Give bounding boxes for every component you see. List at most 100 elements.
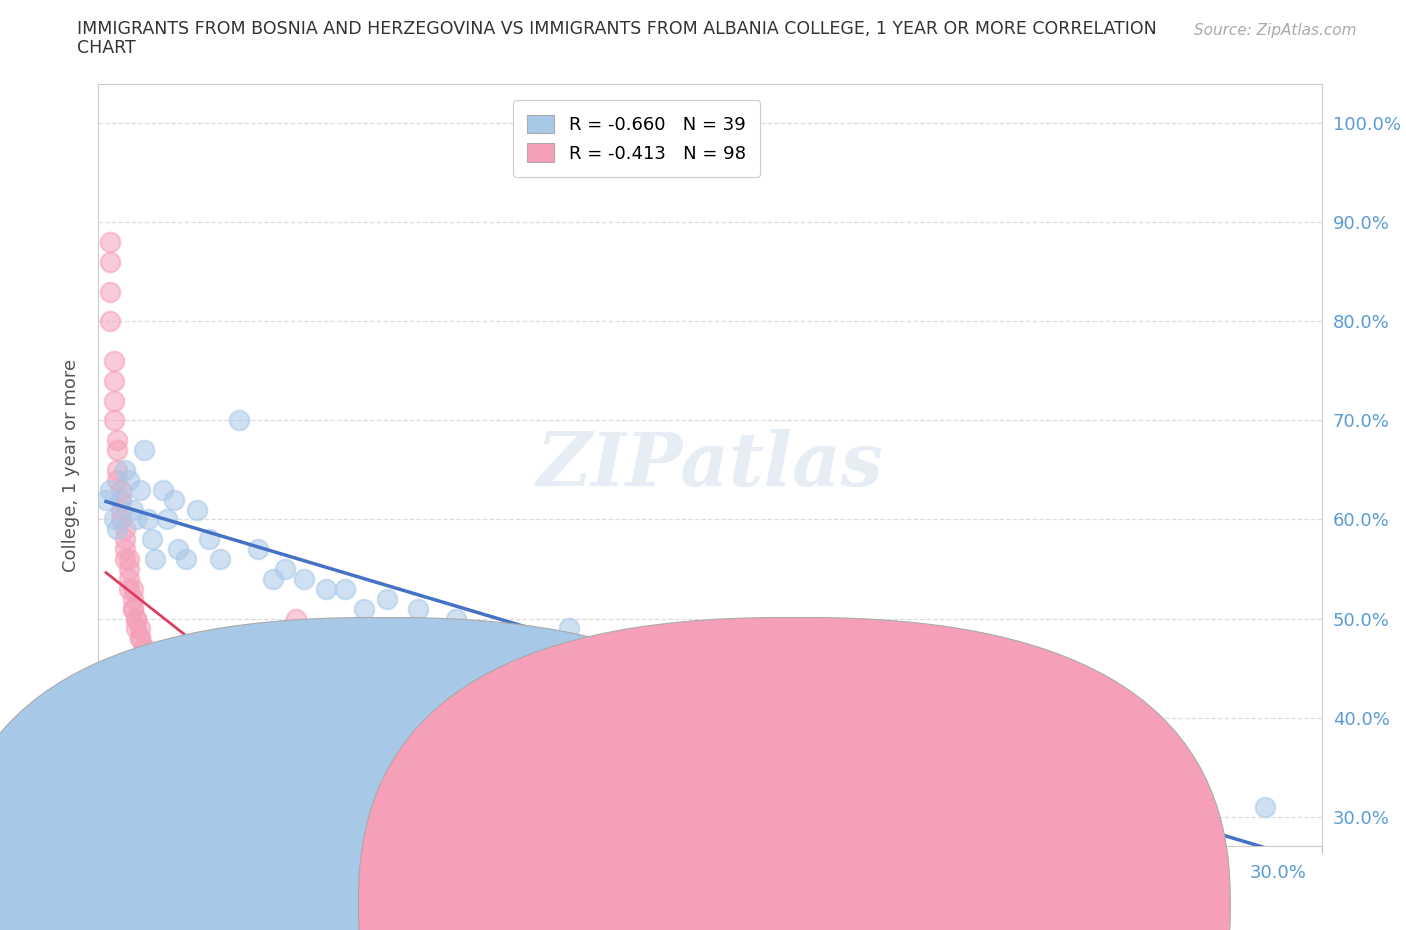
Point — [228, 413, 250, 428]
Point — [174, 730, 197, 745]
Point — [156, 700, 179, 715]
Point — [292, 571, 315, 586]
Point — [201, 750, 224, 764]
Point — [125, 512, 148, 527]
Point — [311, 651, 333, 666]
Legend: R = -0.660   N = 39, R = -0.413   N = 98: R = -0.660 N = 39, R = -0.413 N = 98 — [513, 100, 761, 177]
Point — [246, 681, 269, 696]
Point — [145, 551, 167, 566]
Point — [323, 681, 346, 696]
Point — [118, 562, 141, 577]
Point — [110, 492, 132, 507]
Point — [406, 700, 429, 715]
Point — [107, 462, 129, 477]
Point — [380, 720, 402, 735]
Point — [129, 631, 152, 645]
Point — [118, 571, 141, 586]
Point — [121, 581, 143, 596]
Point — [141, 671, 163, 685]
Point — [391, 740, 413, 755]
Point — [136, 651, 159, 666]
Text: Immigrants from Bosnia and Herzegovina: Immigrants from Bosnia and Herzegovina — [401, 896, 747, 914]
Point — [107, 472, 129, 487]
Point — [208, 551, 231, 566]
Text: Source: ZipAtlas.com: Source: ZipAtlas.com — [1194, 23, 1357, 38]
Point — [121, 591, 143, 606]
Point — [141, 532, 163, 547]
Point — [141, 660, 163, 675]
Point — [118, 472, 141, 487]
Point — [132, 641, 155, 656]
Point — [98, 314, 121, 329]
Point — [121, 502, 143, 517]
Point — [335, 700, 357, 715]
Point — [125, 611, 148, 626]
Point — [103, 512, 125, 527]
Point — [232, 760, 254, 775]
Point — [174, 551, 197, 566]
Point — [292, 740, 315, 755]
Point — [406, 601, 429, 616]
Text: ZIPatlas: ZIPatlas — [537, 429, 883, 501]
Point — [129, 483, 152, 498]
Point — [353, 601, 375, 616]
Point — [132, 651, 155, 666]
Point — [444, 720, 467, 735]
Point — [259, 720, 281, 735]
Point — [121, 601, 143, 616]
Point — [103, 373, 125, 388]
Point — [132, 443, 155, 458]
Point — [170, 720, 193, 735]
Point — [190, 750, 212, 764]
Point — [141, 660, 163, 675]
Point — [110, 502, 132, 517]
Point — [156, 690, 179, 705]
Point — [152, 690, 174, 705]
Point — [790, 730, 813, 745]
Point — [118, 581, 141, 596]
Point — [121, 601, 143, 616]
Point — [145, 681, 167, 696]
Point — [212, 760, 235, 775]
Point — [159, 700, 181, 715]
Point — [148, 681, 170, 696]
Point — [228, 760, 250, 775]
Point — [1253, 799, 1275, 814]
Point — [262, 571, 284, 586]
Point — [145, 671, 167, 685]
Point — [167, 720, 190, 735]
Point — [103, 353, 125, 368]
Point — [110, 512, 132, 527]
Point — [167, 542, 190, 557]
Point — [159, 700, 181, 715]
Point — [98, 285, 121, 299]
Point — [103, 413, 125, 428]
Point — [114, 522, 136, 537]
Point — [197, 532, 219, 547]
Point — [163, 711, 186, 725]
Point — [103, 393, 125, 408]
Point — [163, 711, 186, 725]
Point — [284, 611, 307, 626]
Point — [125, 621, 148, 636]
Point — [152, 690, 174, 705]
Point — [114, 462, 136, 477]
Point — [266, 730, 288, 745]
Point — [145, 671, 167, 685]
Point — [107, 443, 129, 458]
Point — [152, 483, 174, 498]
Point — [179, 740, 201, 755]
Point — [148, 681, 170, 696]
Point — [136, 512, 159, 527]
Point — [217, 760, 239, 775]
Point — [208, 760, 231, 775]
Point — [98, 255, 121, 270]
Point — [186, 740, 208, 755]
Point — [475, 760, 498, 775]
Point — [246, 542, 269, 557]
Point — [114, 542, 136, 557]
Point — [221, 760, 243, 775]
Point — [129, 631, 152, 645]
Point — [107, 432, 129, 447]
Point — [197, 750, 219, 764]
